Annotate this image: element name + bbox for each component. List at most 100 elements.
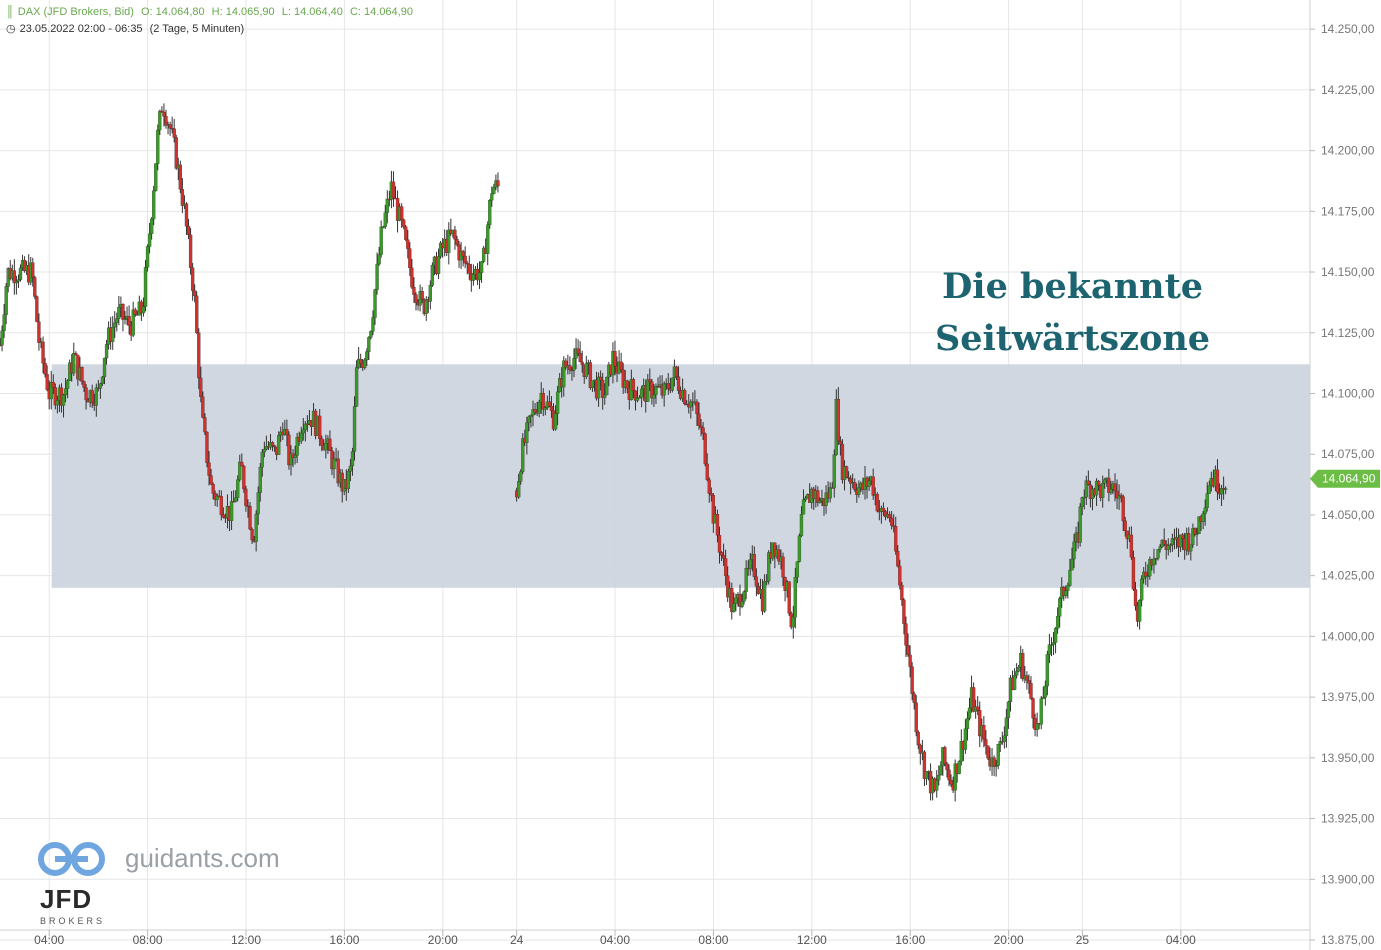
candle-body	[519, 471, 523, 482]
candle-body	[121, 304, 125, 320]
candle-body	[410, 267, 414, 288]
candle-body	[652, 394, 656, 399]
candle-body	[455, 239, 459, 245]
candle-body	[375, 263, 379, 290]
candle-body	[1137, 600, 1142, 622]
candle-body	[195, 295, 199, 333]
candle-body	[369, 331, 373, 338]
candle-body	[61, 394, 66, 406]
candle-body	[916, 731, 920, 746]
candle-body	[1144, 571, 1148, 577]
candle-body	[799, 514, 804, 536]
candle-body	[1123, 520, 1127, 532]
candle-body	[971, 687, 976, 712]
candle-body	[943, 747, 947, 764]
candle-body	[625, 380, 629, 389]
candle-body	[1086, 480, 1091, 485]
candle-body	[211, 484, 215, 494]
candle-body	[1189, 544, 1193, 552]
candle-body	[574, 348, 578, 359]
candle-body	[207, 462, 211, 476]
open-value: O: 14.064,80	[141, 6, 205, 18]
candle-body	[795, 561, 800, 578]
candle-body	[168, 124, 172, 129]
candle-body	[555, 391, 560, 414]
candle-body	[406, 239, 410, 249]
candle-body	[412, 286, 416, 295]
candle-body	[904, 623, 908, 646]
candle-body	[906, 645, 910, 656]
period-label: 23.05.2022 02:00 - 06:35	[19, 23, 143, 35]
candle-body	[1158, 546, 1162, 550]
candle-body	[231, 501, 236, 503]
candle-body	[836, 398, 841, 442]
candle-body	[908, 654, 912, 667]
candle-body	[215, 495, 219, 500]
candle-body	[748, 559, 752, 569]
jfd-logo: JFD	[40, 884, 93, 914]
candle-body	[2, 314, 6, 332]
candle-body	[949, 779, 953, 785]
x-tick-label: 04:00	[600, 933, 630, 947]
candle-body	[131, 309, 135, 336]
candle-body	[650, 381, 654, 399]
candle-body	[1139, 578, 1144, 601]
candle-body	[289, 453, 293, 466]
candle-body	[715, 514, 720, 536]
candle-body	[1068, 570, 1072, 586]
candle-body	[37, 321, 41, 343]
candle-body	[262, 448, 267, 453]
candle-body	[619, 361, 623, 371]
candle-body	[793, 577, 797, 618]
candle-body	[363, 359, 367, 368]
candle-body	[666, 383, 670, 389]
candle-body	[889, 517, 894, 526]
candle-body	[318, 415, 322, 439]
candle-body	[1115, 490, 1119, 499]
candle-body	[662, 383, 666, 396]
candle-body	[1131, 557, 1136, 590]
y-tick-label: 14.050,00	[1321, 508, 1375, 522]
candle-body	[1197, 516, 1201, 534]
x-tick-label: 08:00	[698, 933, 728, 947]
candle-body	[367, 337, 371, 352]
candle-body	[1006, 701, 1011, 718]
candle-body	[1045, 654, 1050, 687]
candle-body	[996, 744, 1000, 766]
candle-body	[898, 565, 902, 586]
candle-body	[158, 110, 162, 131]
candle-body	[1027, 680, 1031, 684]
candle-body	[1051, 642, 1056, 645]
candle-body	[90, 390, 94, 404]
candle-body	[299, 432, 303, 442]
candle-body	[324, 443, 328, 451]
candle-body	[781, 556, 785, 578]
candle-body	[937, 774, 941, 781]
candle-body	[547, 401, 552, 407]
candle-body	[832, 454, 836, 489]
candle-body	[1187, 533, 1191, 552]
candle-body	[976, 706, 980, 711]
candle-body	[1096, 480, 1101, 486]
candle-body	[0, 344, 2, 347]
candle-body	[963, 728, 968, 750]
candle-body	[1201, 513, 1205, 522]
candle-body	[84, 387, 88, 401]
candle-body	[1002, 735, 1006, 742]
candle-body	[777, 549, 781, 562]
candle-body	[896, 550, 900, 567]
candle-body	[816, 490, 820, 503]
candle-body	[883, 511, 888, 518]
candle-body	[601, 380, 605, 398]
candle-body	[184, 203, 189, 227]
candle-body	[717, 535, 722, 553]
candle-body	[598, 376, 603, 381]
candle-body	[918, 744, 922, 754]
candle-body	[4, 286, 8, 315]
candle-body	[1219, 488, 1224, 495]
y-tick-label: 13.975,00	[1321, 690, 1375, 704]
candle-body	[1207, 485, 1211, 494]
candle-body	[147, 233, 152, 247]
